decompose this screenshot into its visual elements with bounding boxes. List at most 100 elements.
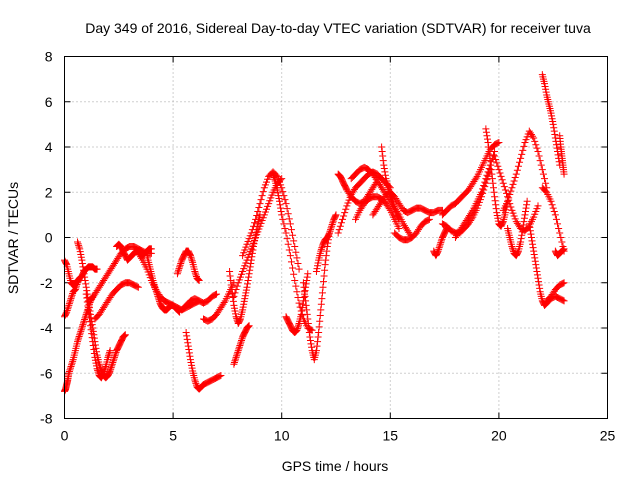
data-point [488,175,496,183]
data-point [316,312,324,320]
data-point [519,146,527,154]
data-point [554,220,562,228]
data-point [66,366,74,374]
data-point [303,306,311,314]
data-point [499,179,507,187]
data-point [150,279,158,287]
data-point [90,345,98,353]
data-point [390,201,398,209]
data-point [195,276,203,284]
data-point [508,243,516,251]
data-point [184,339,192,347]
data-point [229,293,237,301]
data-point [501,186,509,194]
data-point [552,141,560,149]
data-point [195,276,203,284]
data-point [551,131,559,139]
data-point [378,148,386,156]
data-point [390,202,398,210]
data-point [508,184,516,192]
data-point [320,278,328,286]
data-point [227,281,235,289]
data-point [211,291,219,299]
data-point [322,252,330,260]
data-point [134,283,142,291]
data-point [235,343,243,351]
data-point [229,297,237,305]
data-point [76,329,84,337]
data-point [78,322,86,330]
data-point [191,269,199,277]
data-point [518,231,526,239]
data-point [550,207,558,215]
data-point [81,273,89,281]
data-point [304,319,312,327]
data-point [256,200,264,208]
data-point [298,311,306,319]
data-point [246,263,254,271]
data-point [549,204,557,212]
data-point [325,229,333,237]
series-track-42 [551,245,568,260]
data-point [327,226,335,234]
data-point [67,362,75,370]
data-point [89,342,97,350]
y-axis-title: SDTVAR / TECUs [5,182,21,294]
data-point [387,192,395,200]
data-point [176,261,184,269]
data-point [321,261,329,269]
data-point [174,306,182,314]
data-point [85,314,93,322]
data-point [217,372,225,380]
data-point [560,245,568,253]
data-point [186,352,194,360]
data-point [536,284,544,292]
data-point [307,340,315,348]
data-point [314,333,322,341]
data-point [500,183,508,191]
data-point [277,204,285,212]
data-point [68,293,76,301]
data-point [74,336,82,344]
data-point [284,210,292,218]
x-tick-label: 10 [274,428,290,444]
data-point [300,283,308,291]
data-point [552,215,560,223]
data-point [232,286,240,294]
data-point [238,336,246,344]
data-point [78,324,86,332]
data-point [305,329,313,337]
data-point [237,338,245,346]
data-point [82,283,90,291]
data-point [230,359,238,367]
data-point [77,326,85,334]
data-point [560,279,568,287]
data-point [483,171,491,179]
data-point [526,227,534,235]
data-point [230,292,238,300]
data-point [277,207,285,215]
data-point [90,349,98,357]
series-track-13 [182,329,225,393]
data-point [317,306,325,314]
data-point [522,204,530,212]
data-point [485,148,493,156]
data-point [511,174,519,182]
data-point [133,283,141,291]
data-point [319,283,327,291]
data-point [492,201,500,209]
data-point [232,355,240,363]
series-track-18 [239,168,303,273]
data-point [230,360,238,368]
data-point [306,336,314,344]
data-point [317,245,325,253]
x-tick-label: 20 [491,428,507,444]
data-point [78,260,86,268]
data-point [535,152,543,160]
data-point [337,219,345,227]
data-point [341,209,349,217]
data-point [436,240,444,248]
data-point [381,168,389,176]
data-point [295,299,303,307]
data-point [523,197,531,205]
